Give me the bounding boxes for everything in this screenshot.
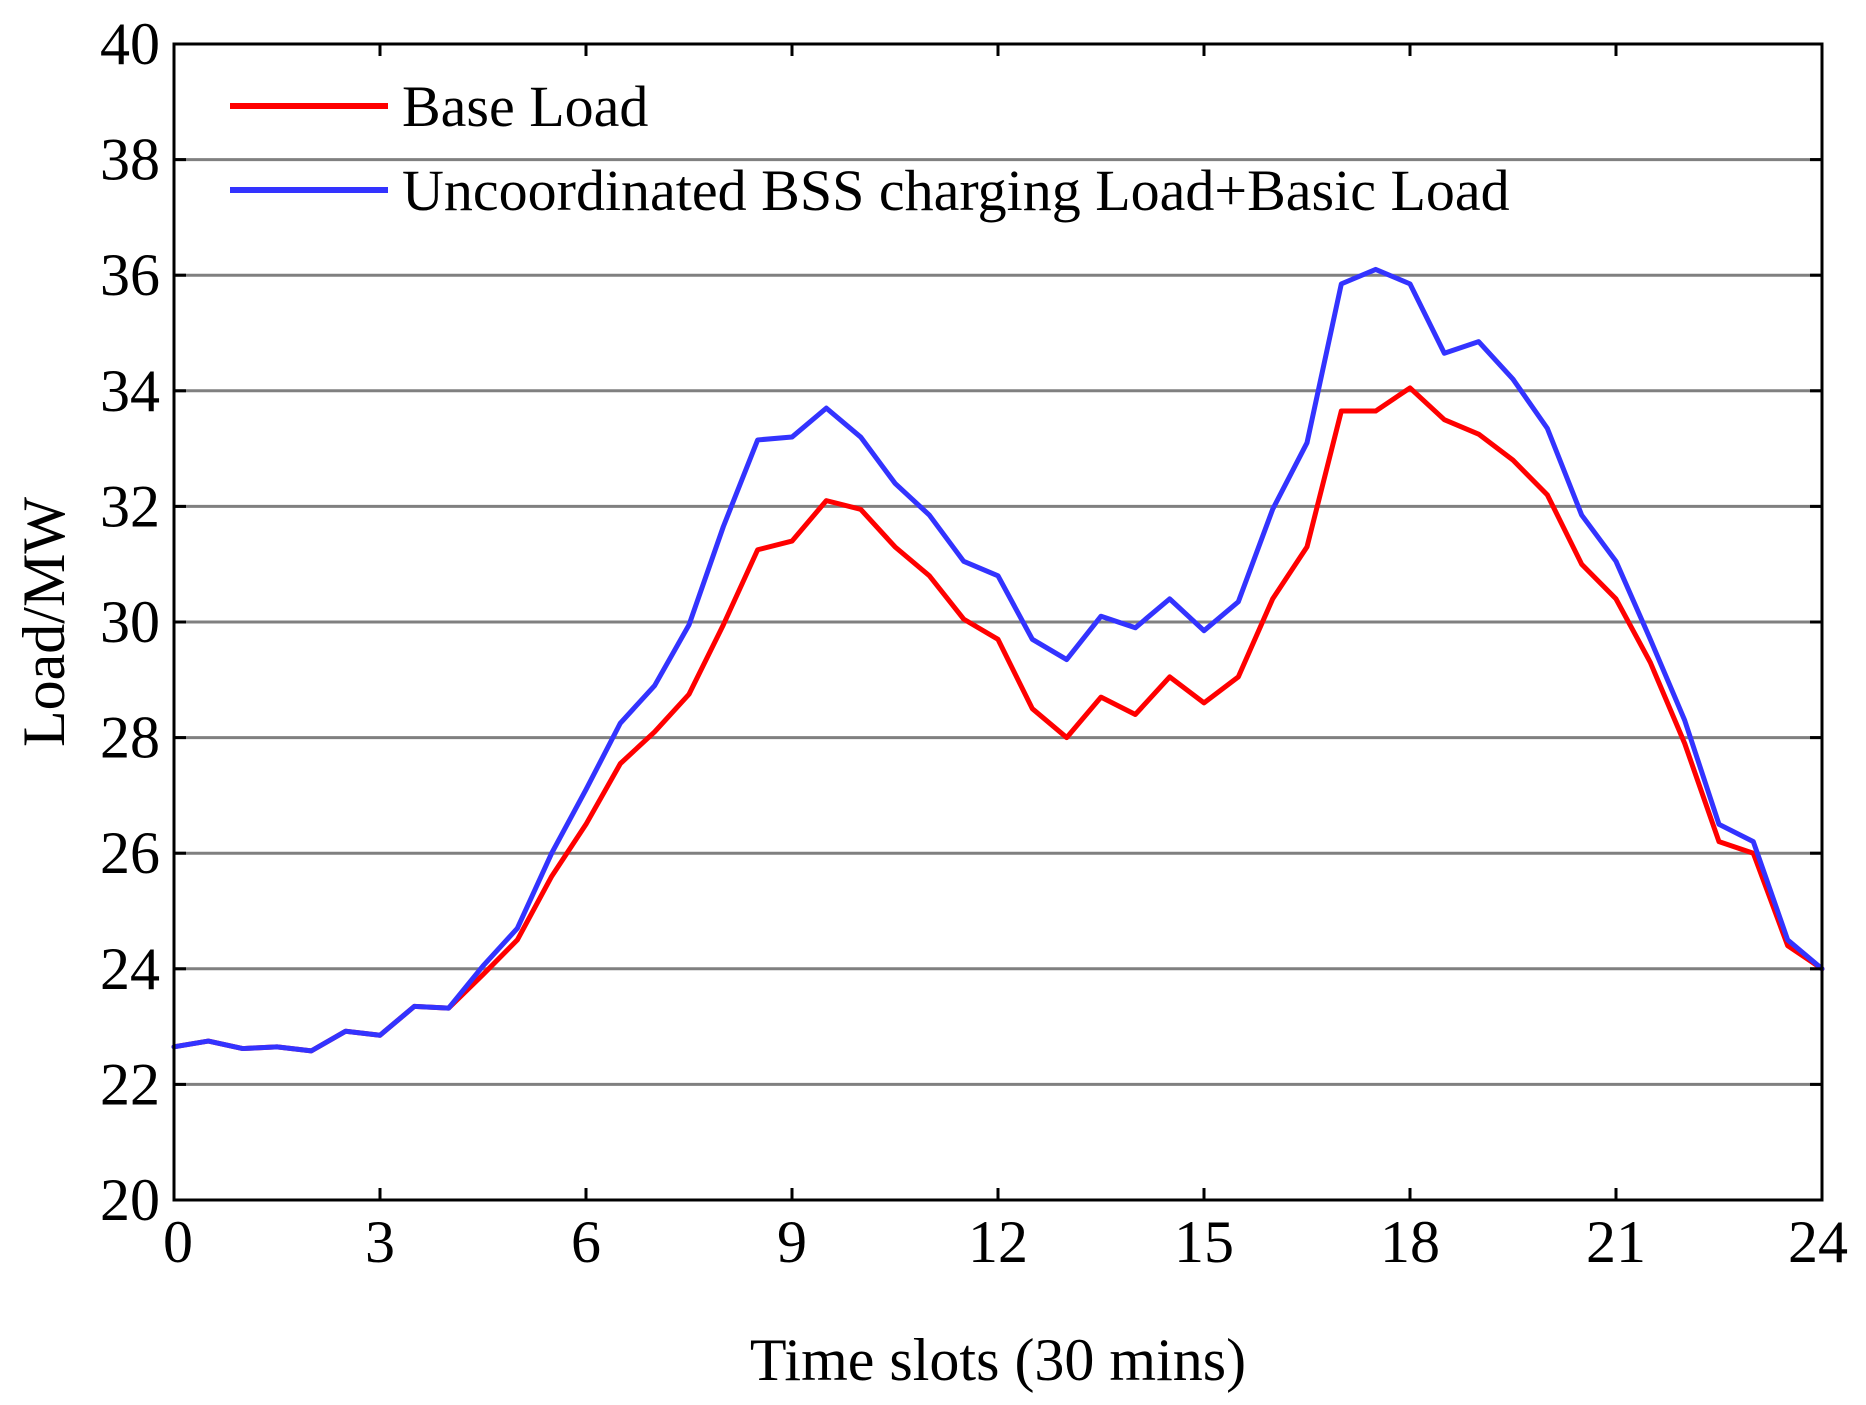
xtick-label-0: 0 — [163, 1209, 193, 1275]
ytick-label-32: 32 — [100, 473, 160, 539]
series-lines — [171, 266, 1825, 1054]
series-line-uncoordinated-load — [171, 266, 1825, 1054]
xtick-label-12: 12 — [968, 1209, 1028, 1275]
xtick-label-24: 24 — [1788, 1209, 1848, 1275]
ytick-label-24: 24 — [100, 936, 160, 1002]
ytick-label-36: 36 — [100, 242, 160, 308]
y-axis-title: Load/MW — [11, 497, 77, 747]
xtick-label-18: 18 — [1380, 1209, 1440, 1275]
y-tick-labels: 20 22 24 26 28 30 32 34 36 38 40 — [100, 11, 160, 1233]
x-tick-labels: 0 3 6 9 12 15 18 21 24 — [163, 1209, 1848, 1275]
ytick-label-26: 26 — [100, 820, 160, 886]
xtick-label-21: 21 — [1586, 1209, 1646, 1275]
ytick-label-22: 22 — [100, 1051, 160, 1117]
ytick-label-40: 40 — [100, 11, 160, 77]
ytick-label-34: 34 — [100, 358, 160, 424]
x-axis-title: Time slots (30 mins) — [750, 1327, 1246, 1393]
xtick-label-3: 3 — [365, 1209, 395, 1275]
ytick-label-30: 30 — [100, 589, 160, 655]
xtick-label-15: 15 — [1174, 1209, 1234, 1275]
legend-label-uncoordinated-load: Uncoordinated BSS charging Load+Basic Lo… — [402, 158, 1510, 223]
ytick-label-20: 20 — [100, 1167, 160, 1233]
gridlines — [174, 158, 1822, 1086]
xtick-label-6: 6 — [571, 1209, 601, 1275]
ytick-label-28: 28 — [100, 705, 160, 771]
axis-ticks — [172, 42, 1824, 1202]
legend-label-base-load: Base Load — [402, 74, 648, 139]
xtick-label-9: 9 — [777, 1209, 807, 1275]
legend: Base Load Uncoordinated BSS charging Loa… — [230, 74, 1510, 223]
ytick-label-38: 38 — [100, 127, 160, 193]
